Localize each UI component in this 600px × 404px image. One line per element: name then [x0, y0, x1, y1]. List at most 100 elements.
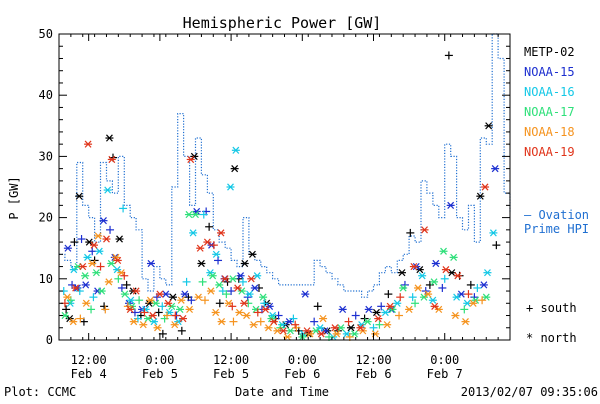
point-noaa-18-south [229, 317, 238, 326]
point-noaa-16-north [418, 272, 427, 280]
point-metp-02-south [384, 290, 393, 299]
point-noaa-16-north [103, 186, 112, 194]
point-noaa-19-north [148, 311, 157, 320]
point-noaa-17-north [92, 269, 101, 277]
star-d2 [489, 229, 497, 237]
y-axis-label: P [GW] [7, 176, 21, 219]
point-noaa-19-north [374, 314, 383, 323]
star-d2 [405, 305, 413, 314]
point-noaa-18-south [163, 311, 172, 320]
star-d2 [84, 253, 91, 261]
point-noaa-16-south [260, 299, 269, 308]
point-noaa-16-north [126, 296, 135, 304]
star-d2 [196, 244, 204, 252]
x-tick-date-label: Feb 5 [142, 367, 178, 381]
point-noaa-19-north [247, 275, 256, 283]
point-noaa-17-south [222, 290, 231, 299]
star-d2 [454, 272, 462, 280]
legend-entry-noaa-19: NOAA-19 [524, 145, 575, 159]
star-d2 [303, 327, 311, 335]
point-noaa-16-north [316, 324, 325, 332]
point-noaa-17-south [135, 296, 144, 305]
point-noaa-19-south [209, 241, 218, 250]
point-noaa-19-north [269, 318, 278, 326]
star-d2 [447, 201, 455, 209]
star-d2 [398, 269, 406, 277]
star-d2 [105, 278, 113, 286]
star-d2 [481, 183, 489, 191]
point-noaa-15-north [301, 290, 310, 298]
plot-timestamp: 2013/02/07 09:35:06 [461, 385, 598, 399]
star-d2 [429, 296, 437, 304]
point-metp-02-north [248, 250, 257, 258]
point-noaa-16-north [393, 299, 402, 307]
star-d2 [70, 266, 78, 274]
star-d2 [440, 247, 447, 255]
star-d2 [235, 308, 243, 317]
point-noaa-16-north [381, 308, 390, 317]
star-d2 [212, 308, 220, 317]
star-d2 [393, 299, 401, 307]
point-noaa-16-south [440, 274, 449, 283]
point-noaa-17-north [237, 287, 246, 295]
point-metp-02-south [313, 302, 322, 311]
star-d2 [103, 235, 110, 243]
point-noaa-18-north [177, 296, 186, 304]
star-d2 [72, 284, 80, 292]
star-d2 [262, 305, 269, 314]
point-metp-02-south [62, 305, 71, 314]
point-noaa-19-north [240, 299, 249, 307]
star-d2 [259, 293, 267, 301]
point-metp-02-north [75, 192, 84, 200]
star-d2 [364, 318, 372, 326]
star-d2 [171, 321, 179, 329]
star-d2 [185, 210, 193, 219]
point-noaa-19-north [430, 302, 439, 310]
point-noaa-17-north [81, 272, 90, 280]
star-d2 [75, 192, 83, 200]
star-d2 [270, 318, 278, 326]
point-noaa-17-north [419, 293, 428, 301]
star-d2 [273, 327, 281, 335]
point-noaa-19-north [155, 290, 164, 298]
point-noaa-18-north [332, 330, 341, 338]
point-noaa-16-south [473, 283, 482, 292]
star-d2 [381, 308, 389, 317]
point-noaa-17-south [411, 299, 420, 308]
star-d2 [229, 275, 237, 283]
point-noaa-15-south [351, 311, 360, 320]
star-d2 [94, 232, 102, 240]
point-noaa-18-north [249, 321, 258, 329]
point-noaa-18-north [104, 278, 113, 286]
star-d2 [169, 293, 177, 301]
point-noaa-16-north [489, 229, 498, 237]
point-noaa-19-north [303, 327, 312, 335]
point-noaa-19-north [279, 327, 288, 335]
point-noaa-18-north [139, 321, 148, 329]
star-d2 [139, 321, 147, 329]
point-metp-02-north [484, 122, 493, 130]
point-noaa-18-north [69, 318, 78, 326]
point-noaa-16-south [133, 314, 142, 323]
star-d2 [116, 235, 123, 243]
y-tick-label: 40 [39, 88, 53, 102]
point-noaa-15-south [106, 225, 115, 234]
point-metp-02-south [492, 241, 501, 250]
ovation-series [59, 33, 511, 298]
point-noaa-19-south [464, 290, 473, 299]
star-d2 [343, 330, 351, 338]
star-d2 [418, 272, 426, 280]
point-noaa-18-south [101, 305, 110, 314]
ovation-legend-line2: Prime HPI [524, 222, 589, 236]
point-metp-02-south [177, 326, 186, 335]
y-tick-label: 10 [39, 272, 53, 286]
point-metp-02-south [154, 308, 163, 317]
star-d2 [247, 275, 255, 283]
point-noaa-15-south [310, 317, 319, 326]
point-metp-02-north [447, 269, 456, 277]
point-noaa-16-north [253, 272, 262, 280]
star-d2 [347, 324, 355, 332]
star-d2 [234, 284, 242, 292]
